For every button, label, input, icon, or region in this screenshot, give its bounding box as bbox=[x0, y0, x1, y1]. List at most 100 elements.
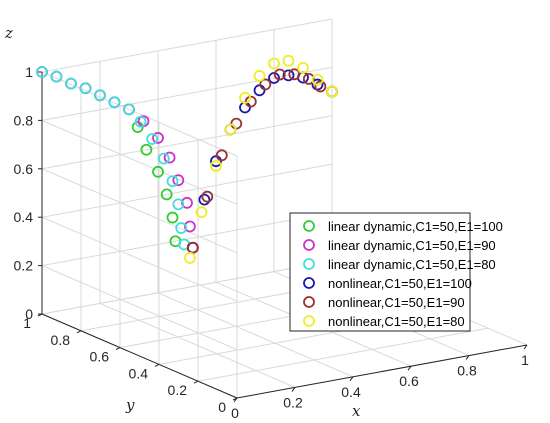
data-point bbox=[215, 149, 228, 162]
data-point bbox=[163, 151, 176, 164]
y-tick-label: 0.6 bbox=[90, 349, 110, 365]
z-tick-label: 0.8 bbox=[14, 112, 34, 128]
legend-label: nonlinear,C1=50,E1=100 bbox=[328, 276, 472, 291]
data-point bbox=[94, 89, 106, 102]
data-point bbox=[239, 101, 251, 114]
data-point bbox=[152, 132, 164, 144]
data-point bbox=[175, 222, 188, 234]
data-point bbox=[172, 198, 185, 211]
y-axis-label: y bbox=[125, 396, 135, 414]
legend-marker bbox=[303, 296, 315, 308]
data-point bbox=[36, 66, 48, 78]
data-point bbox=[166, 211, 179, 224]
x-tick-mark bbox=[523, 344, 528, 350]
data-point bbox=[326, 85, 338, 98]
grid-line bbox=[41, 115, 333, 170]
x-tick-mark bbox=[465, 355, 470, 360]
x-tick-label: 0.8 bbox=[457, 363, 477, 379]
legend-marker bbox=[303, 239, 315, 251]
x-tick-mark bbox=[349, 376, 354, 382]
data-point bbox=[259, 78, 272, 91]
data-point bbox=[210, 160, 222, 172]
legend-marker bbox=[303, 220, 315, 232]
data-point bbox=[183, 252, 196, 264]
y-tick-label: 1 bbox=[23, 315, 31, 331]
y-tick-label: 0.2 bbox=[168, 382, 188, 398]
series-6 bbox=[183, 54, 338, 264]
data-point bbox=[157, 152, 170, 165]
legend-label: nonlinear,C1=50,E1=80 bbox=[328, 314, 465, 329]
legend-marker bbox=[303, 258, 315, 270]
z-tick-label: 1 bbox=[25, 64, 33, 80]
y-tick-label: 0.4 bbox=[129, 365, 149, 381]
y-tick-label: 0 bbox=[218, 399, 226, 415]
data-point bbox=[282, 54, 295, 67]
series-2 bbox=[36, 66, 199, 254]
grid-line bbox=[41, 163, 333, 218]
x-tick-label: 1 bbox=[521, 352, 529, 368]
y-axis-line bbox=[41, 313, 238, 399]
grid-line bbox=[41, 212, 333, 267]
data-point bbox=[297, 61, 309, 74]
axes bbox=[37, 71, 528, 403]
data-point bbox=[239, 91, 251, 104]
z-tick-label: 0.2 bbox=[14, 258, 34, 274]
data-point bbox=[186, 241, 199, 254]
data-point bbox=[244, 95, 257, 108]
grid-line bbox=[41, 168, 238, 254]
data-point bbox=[183, 220, 196, 233]
legend-label: linear dynamic,C1=50,E1=80 bbox=[328, 257, 496, 272]
data-series bbox=[36, 54, 338, 264]
data-point bbox=[282, 69, 295, 82]
y-tick-label: 0.8 bbox=[51, 332, 71, 348]
x-tick-label: 0.4 bbox=[341, 384, 361, 400]
data-point bbox=[253, 69, 266, 82]
data-point bbox=[224, 123, 237, 136]
data-point bbox=[134, 115, 147, 128]
data-point bbox=[181, 196, 193, 209]
data-point bbox=[311, 73, 324, 86]
series-5 bbox=[186, 68, 338, 254]
data-point bbox=[108, 96, 121, 109]
data-point bbox=[79, 82, 92, 95]
legend-label: nonlinear,C1=50,E1=90 bbox=[328, 295, 465, 310]
series-3 bbox=[36, 66, 191, 251]
tick-labels: 0000.20.20.20.40.40.40.60.60.60.80.80.81… bbox=[14, 64, 530, 421]
data-point bbox=[311, 78, 324, 91]
grid-line bbox=[41, 260, 333, 315]
x-tick-mark bbox=[407, 365, 412, 371]
legend-box bbox=[289, 212, 471, 332]
data-point bbox=[166, 175, 179, 188]
data-point bbox=[302, 73, 315, 85]
z-tick-label: 0.6 bbox=[14, 161, 34, 177]
data-point bbox=[201, 190, 214, 203]
data-point bbox=[314, 80, 327, 93]
y-tick-mark bbox=[232, 397, 238, 401]
z-axis-label: z bbox=[4, 24, 13, 42]
legend-label: linear dynamic,C1=50,E1=90 bbox=[328, 238, 496, 253]
grid-line bbox=[41, 71, 238, 157]
grid-line bbox=[41, 119, 238, 205]
data-point bbox=[50, 70, 63, 83]
grid-line bbox=[41, 265, 238, 351]
y-tick-mark bbox=[193, 380, 199, 384]
data-point bbox=[195, 206, 208, 219]
x-tick-mark bbox=[291, 387, 296, 392]
data-point bbox=[123, 103, 135, 116]
data-point bbox=[253, 84, 266, 97]
y-tick-mark bbox=[37, 313, 43, 317]
legend: linear dynamic,C1=50,E1=100 linear dynami… bbox=[289, 212, 503, 332]
grid-line bbox=[157, 292, 354, 378]
data-point bbox=[172, 174, 185, 187]
legend-marker bbox=[303, 315, 315, 327]
data-point bbox=[273, 68, 286, 81]
z-tick-label: 0 bbox=[25, 306, 33, 322]
y-tick-mark bbox=[154, 363, 160, 367]
grid-line bbox=[41, 18, 333, 73]
x-tick-label: 0.2 bbox=[283, 394, 303, 410]
z-tick-label: 0.4 bbox=[14, 209, 34, 225]
grid-line bbox=[41, 216, 238, 302]
data-point bbox=[152, 165, 164, 178]
data-point bbox=[268, 57, 280, 70]
